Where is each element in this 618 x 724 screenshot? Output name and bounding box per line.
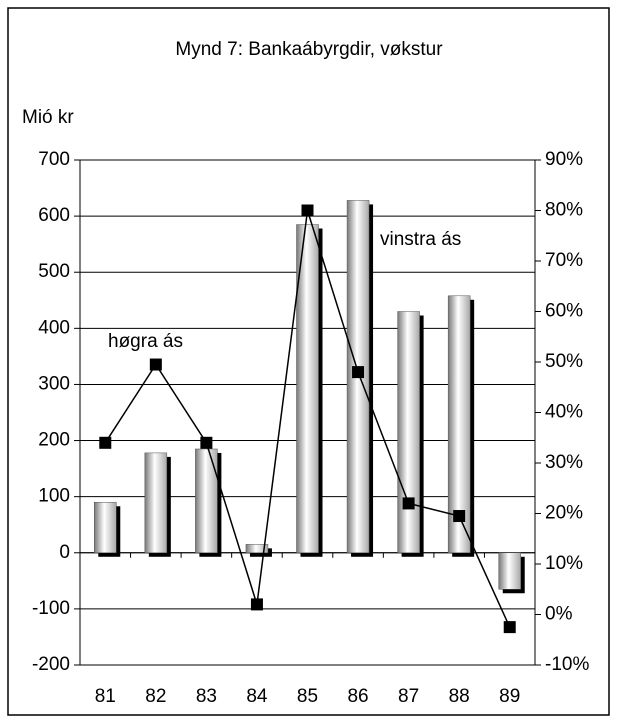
y-tick-label: 400 — [38, 317, 70, 338]
line-marker — [200, 436, 213, 449]
x-tick-label: 82 — [145, 686, 166, 707]
y2-tick-label: 80% — [545, 200, 583, 221]
bar — [94, 502, 117, 554]
y2-tick-label: 10% — [545, 553, 583, 574]
bar — [498, 552, 521, 590]
y2-tick-label: -10% — [545, 654, 589, 675]
y2-tick-label: 0% — [545, 604, 573, 625]
line-marker — [99, 436, 112, 449]
chart-title: Mynd 7: Bankaábyrgdir, vøkstur — [175, 39, 443, 60]
x-tick-label: 88 — [449, 686, 470, 707]
bar — [447, 295, 471, 554]
y-tick-label: -100 — [32, 598, 70, 619]
y-tick-label: 600 — [38, 205, 70, 226]
line-marker — [352, 366, 365, 379]
y-tick-label: 100 — [38, 486, 70, 507]
line-marker — [149, 358, 162, 371]
y-tick-label: -200 — [32, 654, 70, 675]
y-tick-label: 0 — [59, 542, 70, 563]
line-marker — [503, 621, 516, 634]
bar — [296, 224, 319, 554]
x-tick-label: 85 — [297, 686, 318, 707]
bar — [245, 544, 269, 554]
line-marker — [250, 598, 263, 611]
x-tick-label: 86 — [347, 686, 368, 707]
x-tick-label: 81 — [95, 686, 116, 707]
bar — [397, 311, 420, 554]
y2-tick-label: 70% — [545, 250, 583, 271]
x-tick-label: 84 — [246, 686, 268, 707]
y-tick-label: 700 — [38, 149, 70, 170]
bar — [144, 452, 168, 554]
annotation: høgra ás — [108, 331, 183, 352]
line-marker — [453, 510, 466, 523]
y2-tick-label: 20% — [545, 503, 583, 524]
x-tick-label: 83 — [196, 686, 217, 707]
bar — [195, 448, 218, 554]
line-marker — [301, 204, 314, 217]
y2-tick-label: 60% — [545, 301, 583, 322]
x-tick-label: 87 — [398, 686, 419, 707]
annotation: vinstra ás — [380, 229, 461, 250]
y-tick-label: 300 — [38, 373, 70, 394]
line-marker — [402, 497, 415, 510]
y2-tick-label: 30% — [545, 452, 583, 473]
y-tick-label: 500 — [38, 261, 70, 282]
x-tick-label: 89 — [499, 686, 520, 707]
y2-tick-label: 90% — [545, 149, 583, 170]
y2-tick-label: 50% — [545, 351, 583, 372]
y2-tick-label: 40% — [545, 402, 583, 423]
y-axis-label: Mió kr — [22, 107, 74, 128]
y-tick-label: 200 — [38, 430, 70, 451]
